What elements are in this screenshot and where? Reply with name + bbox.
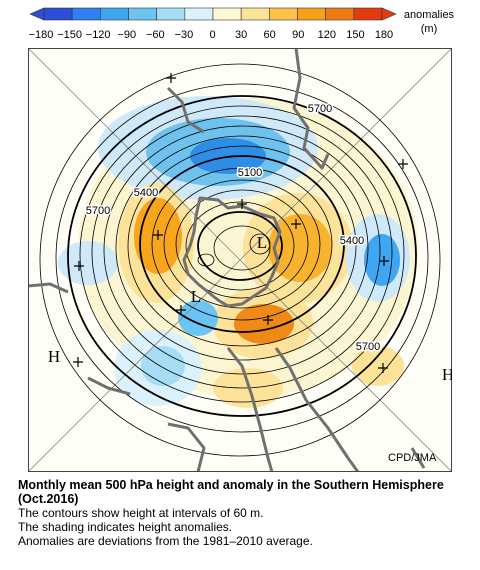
colorbar-tick-label: −180 [29,29,54,41]
caption-title: Monthly mean 500 hPa height and anomaly … [18,478,444,506]
colorbar-box [184,7,214,21]
colorbar-tick-label: 30 [235,29,247,41]
anomaly-extreme-markers [73,73,408,373]
height-contours [39,63,441,457]
colorbar-boxes [43,7,383,21]
colorbar-unit-label: anomalies [403,9,455,21]
caption-line: The contours show height at intervals of… [18,506,264,520]
caption-line: Anomalies are deviations from the 1981–2… [18,534,313,548]
colorbar-tick-label: 180 [375,29,393,41]
credit-label: CPD/JMA [388,452,437,464]
colorbar-unit-meters: (m) [420,23,438,35]
colorbar-tick-label: 60 [264,29,276,41]
colorbar-box [100,7,129,21]
colorbar-box [128,7,157,21]
colorbar-box [269,7,298,21]
hemisphere-map: 5700 5100 5400 5700 5400 5700 L L H H [28,48,452,472]
contour-label: 5100 [238,167,262,179]
colorbar-tick-label: 120 [318,29,336,41]
colorbar-box [43,7,73,21]
contour-label: 5400 [134,187,158,199]
extreme-marker [166,73,176,83]
extreme-marker [74,261,84,271]
extreme-marker [176,305,186,315]
caption-line: The shading indicates height anomalies. [18,520,233,534]
contour-label: 5700 [308,103,332,115]
colorbar-box [353,7,383,21]
high-pressure-marker: H [48,347,60,366]
extreme-marker [379,256,389,266]
extreme-marker [378,363,388,373]
contour-labels: 5700 5100 5400 5700 5400 5700 [84,102,381,355]
colorbar-right-arrow [381,7,397,21]
figure-caption: Monthly mean 500 hPa height and anomaly … [18,478,468,548]
colorbar-box [297,7,326,21]
extreme-marker [153,230,163,240]
contour-label: 5700 [356,341,380,353]
contour-label: 5700 [86,205,110,217]
colorbar-left-arrow [29,7,45,21]
colorbar-box [212,7,242,21]
extreme-marker [263,315,273,325]
colorbar-tick-label: 0 [209,29,215,41]
colorbar-tick-label: −90 [117,29,136,41]
colorbar-box [156,7,186,21]
colorbar-tick-label: −150 [57,29,82,41]
pressure-centers: L L H H [48,233,452,384]
grid-diagonals [28,48,452,472]
colorbar-tick-label: −30 [175,29,194,41]
extreme-marker [291,219,301,229]
colorbar-tick-label: 150 [346,29,364,41]
colorbar-unit: anomalies (m) [397,8,461,36]
colorbar-tick-label: −60 [146,29,165,41]
colorbar-tick-label: 90 [292,29,304,41]
high-pressure-marker: H [442,365,452,384]
colorbar-box [71,7,101,21]
contour-label: 5400 [340,235,364,247]
colorbar-ticks: −180 −150 −120 −90 −60 −30 0 30 60 90 120 150 180 [29,29,394,41]
colorbar-tick-label: −120 [86,29,111,41]
colorbar-box [240,7,270,21]
anomaly-colorbar: −180 −150 −120 −90 −60 −30 0 30 60 90 120 150 180 [29,7,397,41]
extreme-marker [73,357,83,367]
extreme-marker [398,159,408,169]
extreme-marker [237,199,247,209]
low-pressure-marker: L [257,233,267,252]
colorbar-box [325,7,355,21]
coastlines [28,48,426,472]
low-pressure-marker: L [191,287,201,306]
